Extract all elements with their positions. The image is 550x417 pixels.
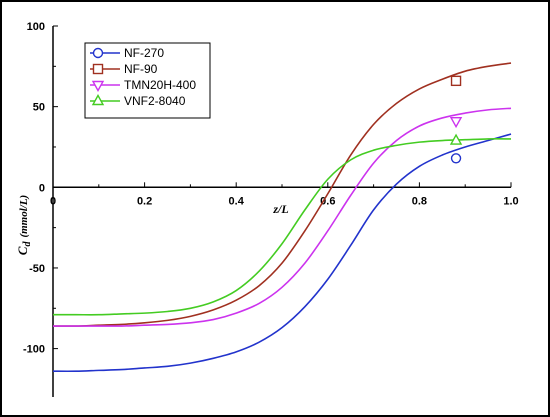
series-marker-vnf2-8040 bbox=[449, 133, 463, 145]
legend-box bbox=[84, 42, 211, 119]
legend-marker-nf-270 bbox=[92, 47, 104, 59]
y-tick-label: 100 bbox=[27, 21, 45, 33]
x-tick-label: 1.0 bbox=[503, 195, 518, 207]
series-line-tmn20h-400 bbox=[53, 107, 512, 327]
legend-label-nf-90: NF-90 bbox=[124, 62, 158, 76]
legend-marker-nf-90 bbox=[92, 63, 104, 75]
x-tick-label: 0.8 bbox=[412, 195, 427, 207]
y-axis-label-group: Cd (mmol/L) bbox=[15, 195, 33, 255]
legend-label-vnf2-8040: VNF2-8040 bbox=[124, 94, 186, 108]
legend-marker-vnf2-8040 bbox=[91, 94, 105, 106]
legend: NF-270 NF-90 TMN20H-400 VNF2-8040 bbox=[84, 42, 211, 119]
y-axis-label: Cd (mmol/L) bbox=[15, 195, 33, 255]
x-axis-label: z/L bbox=[272, 202, 288, 216]
series-line-vnf2-8040 bbox=[53, 138, 512, 316]
y-axis-label-main: C bbox=[15, 246, 30, 255]
y-tick-label: -50 bbox=[29, 263, 45, 275]
y-tick-label: -100 bbox=[23, 344, 45, 356]
y-tick-label: 50 bbox=[33, 102, 45, 114]
legend-label-tmn20h-400: TMN20H-400 bbox=[124, 78, 196, 92]
axes: -100 -50 0 50 100 0 0.2 0.4 0.6 0.8 1.0 bbox=[23, 21, 519, 397]
legend-marker-tmn20h-400 bbox=[91, 80, 105, 92]
y-axis-label-sub: d bbox=[22, 241, 33, 247]
series-lines bbox=[52, 62, 512, 373]
series-line-nf-90 bbox=[52, 62, 512, 327]
y-axis-label-unit: (mmol/L) bbox=[18, 195, 30, 238]
legend-label-nf-270: NF-270 bbox=[124, 46, 164, 60]
x-tick-label: 0 bbox=[50, 195, 56, 207]
series-marker-nf-270 bbox=[450, 153, 462, 164]
series-marker-nf-90 bbox=[450, 75, 462, 87]
y-tick-label: 0 bbox=[39, 182, 45, 194]
x-tick-label: 0.6 bbox=[320, 195, 335, 207]
x-tick-label: 0.2 bbox=[137, 195, 152, 207]
series-line-nf-270 bbox=[52, 133, 512, 373]
x-tick-label: 0.4 bbox=[229, 195, 245, 207]
series-marker-tmn20h-400 bbox=[449, 116, 463, 129]
